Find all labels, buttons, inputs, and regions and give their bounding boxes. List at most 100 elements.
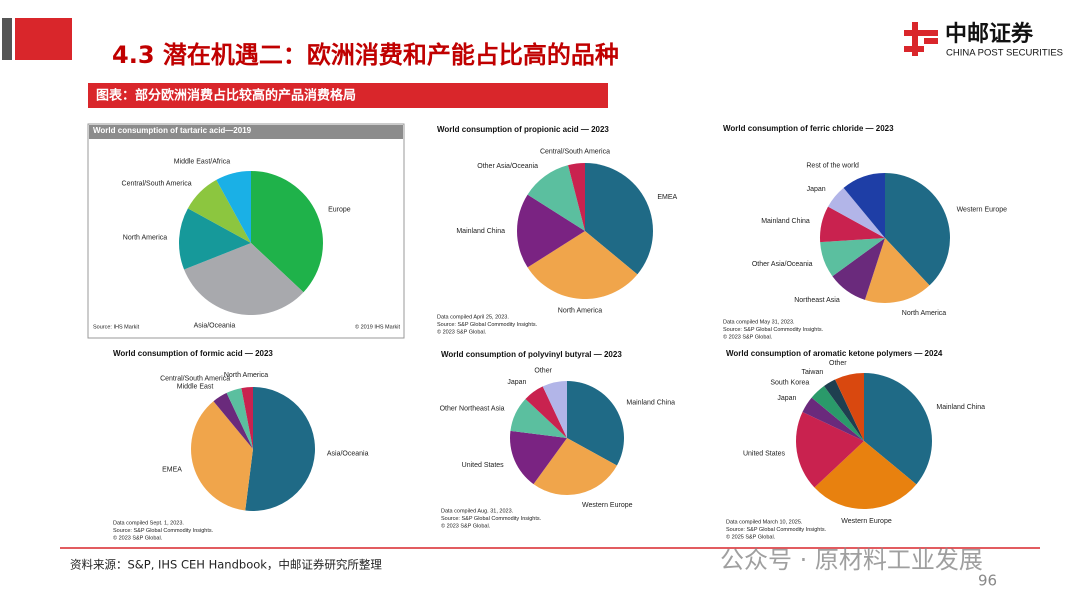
pie-slice bbox=[517, 194, 585, 268]
slice-label: Mainland China bbox=[761, 218, 810, 225]
chart-note: Data compiled March 10, 2025. bbox=[726, 519, 803, 525]
pie-slice bbox=[510, 430, 567, 485]
pie-slice bbox=[533, 438, 617, 495]
chart-note: Data compiled Aug. 31, 2023. bbox=[441, 508, 514, 514]
slice-label: EMEA bbox=[162, 466, 182, 473]
chart-note: Source: IHS Markit bbox=[93, 324, 140, 330]
pie-slice bbox=[241, 387, 253, 449]
pie-slice bbox=[795, 412, 864, 488]
slice-label: Western Europe bbox=[841, 518, 892, 525]
pie-slice bbox=[824, 379, 864, 441]
slice-label: Japan bbox=[777, 395, 796, 402]
slice-label: Japan bbox=[807, 186, 826, 193]
slice-label: North America bbox=[558, 308, 602, 315]
header-bar bbox=[2, 18, 12, 60]
pie-slice bbox=[820, 238, 885, 277]
pie-slice bbox=[567, 381, 624, 466]
pie-slice bbox=[245, 387, 316, 511]
chart-title-bar bbox=[89, 125, 403, 139]
slice-label: Western Europe bbox=[582, 502, 633, 509]
slice-label: EMEA bbox=[657, 194, 677, 201]
chart-note: © 2025 S&P Global. bbox=[726, 533, 776, 540]
chart-note: Data compiled May 31, 2023. bbox=[723, 319, 795, 325]
pie-slice bbox=[510, 398, 567, 438]
logo-english: CHINA POST SECURITIES bbox=[946, 48, 1063, 59]
slice-label: Other Asia/Oceania bbox=[752, 261, 813, 268]
chart-note: Source: S&P Global Commodity Insights. bbox=[723, 327, 824, 333]
pie-slice bbox=[814, 441, 917, 509]
chart-note: Source: S&P Global Commodity Insights. bbox=[437, 322, 538, 328]
subtitle-bar bbox=[88, 83, 608, 108]
chart-note: Source: S&P Global Commodity Insights. bbox=[726, 527, 827, 533]
chart-note: © 2023 S&P Global. bbox=[437, 328, 487, 335]
pie-slice bbox=[179, 208, 251, 270]
pie-slice bbox=[187, 179, 251, 243]
chart-title: World consumption of aromatic ketone pol… bbox=[726, 349, 943, 358]
slide-title: 4.3 潜在机遇二：欧洲消费和产能占比高的品种 bbox=[112, 41, 619, 69]
chart-note: Data compiled April 25, 2023. bbox=[437, 314, 509, 320]
slice-label: North America bbox=[224, 372, 268, 379]
chart-note: © 2023 S&P Global. bbox=[723, 333, 773, 340]
slice-label: South Korea bbox=[770, 380, 809, 387]
slice-label: North America bbox=[902, 310, 946, 317]
pie-slice bbox=[191, 401, 253, 511]
slice-label: Japan bbox=[507, 379, 526, 386]
slice-label: Other Asia/Oceania bbox=[477, 163, 538, 170]
chart-note: Source: S&P Global Commodity Insights. bbox=[113, 528, 214, 534]
slice-label: Central/South America bbox=[160, 375, 230, 382]
slice-label: Mainland China bbox=[456, 228, 505, 235]
pie-slice bbox=[835, 373, 864, 441]
pie-slice bbox=[213, 392, 253, 449]
slice-label: United States bbox=[462, 462, 505, 469]
pie-slice bbox=[226, 388, 253, 449]
chart-note: Data compiled Sept. 1, 2023. bbox=[113, 520, 184, 526]
pie-slice bbox=[542, 381, 567, 438]
chart-note: © 2019 IHS Markit bbox=[355, 323, 400, 330]
chart-title: World consumption of tartaric acid—2019 bbox=[93, 126, 252, 135]
slice-label: Northeast Asia bbox=[794, 297, 840, 304]
pie-slice bbox=[216, 171, 251, 243]
pie-slice bbox=[885, 173, 950, 286]
slice-label: Other bbox=[829, 360, 847, 367]
pie-slice bbox=[568, 163, 585, 231]
slice-label: Other Northeast Asia bbox=[440, 405, 505, 412]
page-number: 96 bbox=[978, 572, 997, 590]
slice-label: Western Europe bbox=[957, 206, 1008, 213]
pie-slice bbox=[525, 386, 567, 438]
pie-slice bbox=[527, 165, 585, 231]
logo-name: 中邮证券 bbox=[945, 21, 1034, 47]
slice-label: United States bbox=[743, 450, 786, 457]
chart-title: World consumption of propionic acid — 20… bbox=[437, 125, 609, 134]
pie-slice bbox=[527, 231, 638, 299]
slice-label: North America bbox=[123, 235, 167, 242]
watermark: 公众号 · 原材料工业发展 bbox=[720, 546, 983, 574]
pie-slice bbox=[828, 187, 885, 238]
pie-slice bbox=[819, 206, 885, 243]
pie-slice bbox=[585, 163, 653, 275]
chart-title: World consumption of ferric chloride — 2… bbox=[723, 124, 894, 133]
header-block bbox=[15, 18, 72, 60]
pie-slice bbox=[251, 171, 323, 293]
pie-slice bbox=[832, 238, 885, 300]
pie-slice bbox=[864, 373, 932, 485]
chart-frame bbox=[87, 123, 405, 339]
slice-label: Middle East/Africa bbox=[174, 158, 231, 165]
chart-note: Source: S&P Global Commodity Insights. bbox=[441, 516, 542, 522]
slice-label: Mainland China bbox=[936, 404, 985, 411]
pie-slice bbox=[864, 238, 930, 303]
slice-label: Mainland China bbox=[626, 400, 675, 407]
pie-slice bbox=[184, 243, 304, 315]
slice-label: Asia/Oceania bbox=[194, 322, 236, 329]
chart-note: © 2023 S&P Global. bbox=[113, 534, 163, 541]
chart-note: © 2023 S&P Global. bbox=[441, 522, 491, 529]
slice-label: Rest of the world bbox=[806, 162, 859, 169]
pie-slice bbox=[811, 385, 864, 441]
slice-label: Asia/Oceania bbox=[327, 450, 369, 457]
chart-title: World consumption of formic acid — 2023 bbox=[113, 349, 273, 358]
slice-label: Central/South America bbox=[122, 180, 192, 187]
logo-icon bbox=[904, 22, 938, 56]
slice-label: Middle East bbox=[177, 383, 214, 390]
subtitle: 图表：部分欧洲消费占比较高的产品消费格局 bbox=[96, 88, 356, 104]
slice-label: Europe bbox=[328, 206, 351, 213]
